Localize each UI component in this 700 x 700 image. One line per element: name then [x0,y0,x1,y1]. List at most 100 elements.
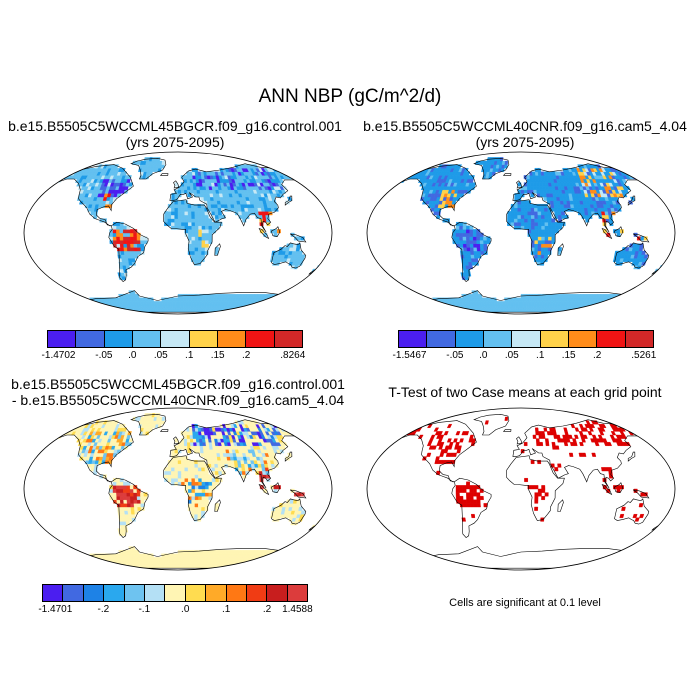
panel4-title: T-Test of two Case means at each grid po… [350,384,700,400]
coastline-africa [506,455,565,521]
coastline-north-america [399,420,477,483]
colorbar-difference [42,584,308,602]
colorbar-tick-label: .2 [592,350,602,361]
colorbar-swatch [43,585,64,601]
coastline-africa [163,199,222,265]
coastline-south-america [451,477,492,538]
colorbar-swatch [161,331,190,347]
colorbar-tick-label: .5261 [631,350,657,361]
colorbar-swatch [246,585,268,601]
coastline-japan [627,451,636,462]
colorbar-tick-label: .0 [128,350,137,361]
coastline-new-guinea [289,233,307,243]
coastline-north-america [56,420,134,483]
coastline-borneo [270,226,281,237]
colorbar-tick-label: .8264 [280,350,306,361]
coastline-eurasia [512,419,654,489]
colorbar-swatch [399,331,428,347]
coastline-madagascar [557,499,564,512]
main-title: ANN NBP (gC/m^2/d) [258,86,442,107]
map-border [23,407,333,571]
coastline-greenland [473,157,510,180]
colorbar-tick-label: -.2 [97,604,110,615]
colorbar-tick-label: -.05 [95,350,113,361]
colorbar-tick-label: .05 [153,350,168,361]
coastline-borneo [613,482,624,493]
colorbar-swatch [625,331,653,347]
colorbar-control [47,330,303,348]
coastlines [399,157,666,313]
panel3-title-line1: b.e15.B5505C5WCCML45BGCR.f09_g16.control… [11,376,345,392]
colorbar-swatch [206,585,227,601]
colorbar-tick-label: .05 [504,350,519,361]
colorbar-tick-label: .15 [210,350,225,361]
colorbar-tick-label: .15 [561,350,576,361]
map-panel-control [23,151,333,315]
coastline-madagascar [214,243,221,256]
coastline-sumatra [601,483,613,496]
coastline-south-america [451,221,492,282]
colorbar-swatch [76,331,105,347]
colorbar-tick-label: -1.4702 [41,350,76,361]
coastline-north-america [56,164,134,227]
colorbar-tick-label: -.1 [138,604,151,615]
coastline-africa [163,455,222,521]
coastline-borneo [270,482,281,493]
colorbar-swatch [104,585,125,601]
colorbar-tick-label: .0 [181,604,190,615]
coastline-uk [173,180,180,189]
colorbar-swatch [483,331,513,347]
coastline-iceland [159,429,169,432]
coastline-south-america [108,221,149,282]
coastline-iceland [502,173,512,176]
panel3-title-line2: - b.e15.B5505C5WCCML40CNR.f09_g16.cam5_4… [11,392,345,408]
colorbar-tick-label: .1 [221,604,231,615]
coastline-new-guinea [632,489,650,499]
colorbar-difference-ticks: -1.4701 -.2 -.1 .0 .1 .2 1.4588 [38,604,312,618]
coastline-australia [271,242,307,269]
coastline-australia [614,242,650,269]
panel4-title-line1: T-Test of two Case means at each grid po… [388,384,662,400]
colorbar-swatch [274,331,302,347]
coastline-sumatra [258,227,270,240]
coastline-greenland [130,157,167,180]
coastline-eurasia [169,419,311,489]
coastlines [399,413,666,569]
colorbar-tick-label: .2 [241,350,251,361]
colorbar-swatch [104,331,133,347]
colorbar-swatch [144,585,166,601]
significance-note: Cells are significant at 0.1 level [449,597,601,609]
coastline-sumatra [258,483,270,496]
colorbar-swatch [226,585,247,601]
coastline-borneo [613,226,624,237]
colorbar-swatch [217,331,247,347]
colorbar-cam5-ticks: -1.5467 -.05 .0 .05 .1 .15 .2 .5261 [393,350,657,364]
coastline-madagascar [557,243,564,256]
colorbar-control-ticks: -1.4702 -.05 .0 .05 .1 .15 .2 .8264 [42,350,306,364]
coastline-eurasia [512,163,654,233]
colorbar-tick-label: -1.4701 [38,604,73,615]
coastline-uk [173,436,180,445]
map-border [366,151,676,315]
colorbar-tick-label: -1.5467 [392,350,427,361]
coastline-japan [284,195,293,206]
colorbar-tick-label: -.05 [446,350,464,361]
map-grid-cells [55,413,322,569]
panel1-title: b.e15.B5505C5WCCML45BGCR.f09_g16.control… [0,118,350,150]
coastline-greenland [473,413,510,436]
coastlines [56,157,323,313]
map-ocean [367,408,675,570]
coastline-japan [627,195,636,206]
coastline-africa [506,199,565,265]
map-border [366,407,676,571]
colorbar-swatch [568,331,598,347]
colorbar-swatch [427,331,456,347]
colorbar-swatch [48,331,77,347]
colorbar-swatch [124,585,145,601]
colorbar-swatch [540,331,569,347]
colorbar-tick-label: .1 [536,350,545,361]
colorbar-swatch [246,331,275,347]
panel2-title: b.e15.B5505C5WCCML40CNR.f09_g16.cam5_4.0… [350,118,700,150]
colorbar-cam5 [398,330,654,348]
map-panel-cam5 [366,151,676,315]
